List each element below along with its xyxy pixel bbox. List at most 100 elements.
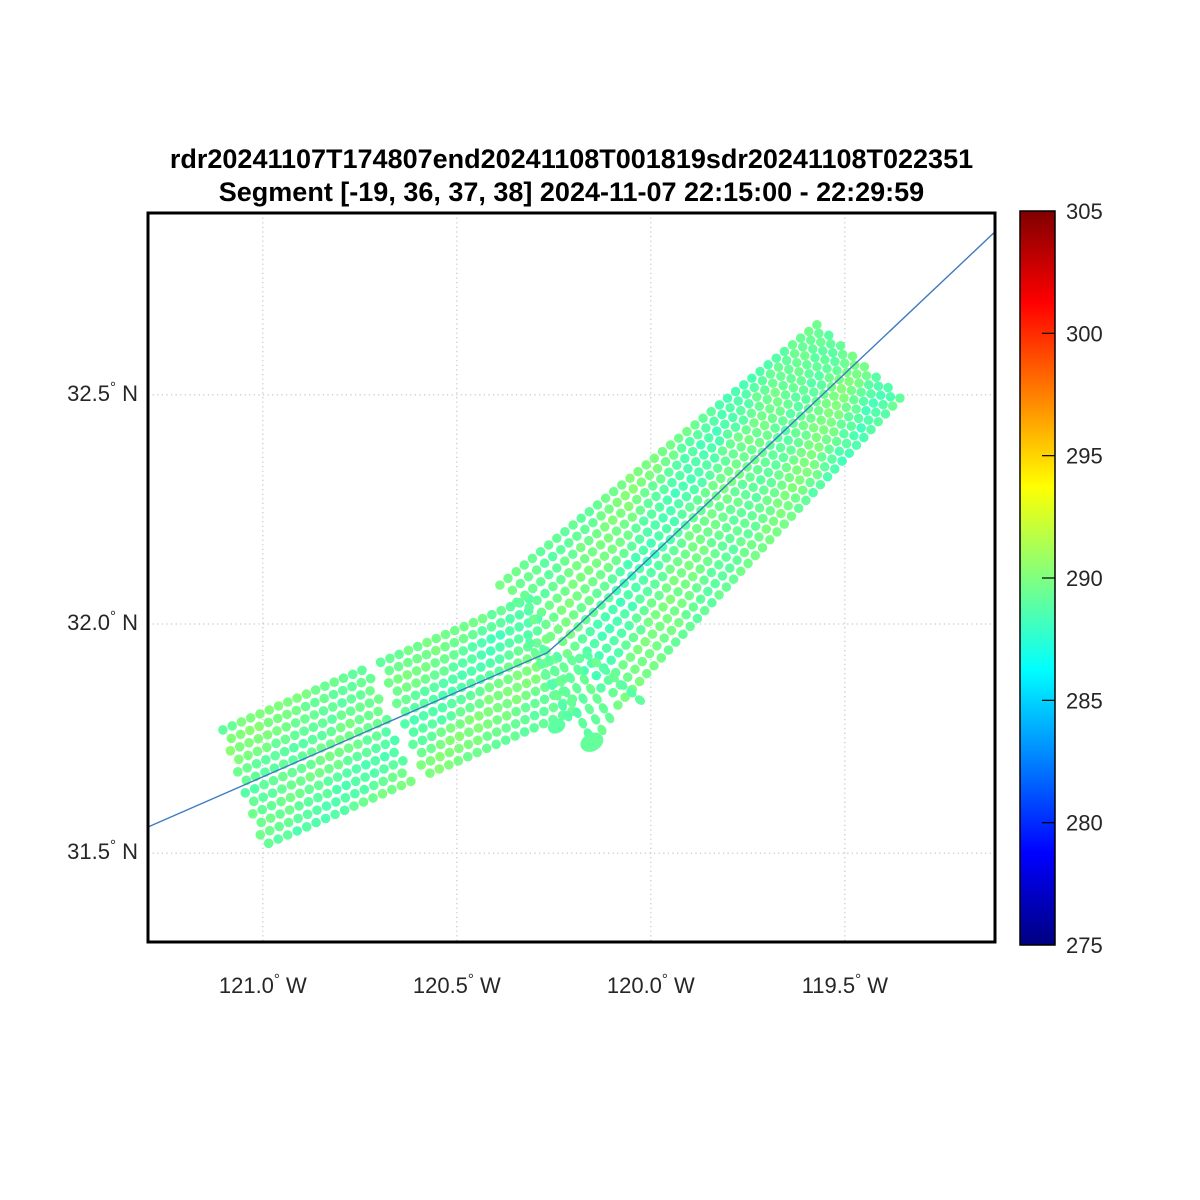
scatter-dot [683, 463, 693, 474]
scatter-dot [520, 702, 531, 713]
scatter-dot [702, 556, 713, 567]
scatter-dot [661, 523, 672, 534]
scatter-dot [420, 674, 431, 684]
scatter-dot [330, 809, 340, 820]
scatter-dot [512, 597, 522, 607]
scatter-dot [661, 583, 672, 593]
scatter-dot [362, 735, 373, 745]
scatter-dot [792, 465, 802, 475]
scatter-dot [772, 397, 783, 407]
scatter-dot [796, 376, 807, 386]
scatter-dot [730, 422, 741, 432]
scatter-dot [495, 630, 506, 640]
scatter-dot [694, 467, 704, 477]
scatter-dot [580, 524, 590, 535]
scatter-dot [822, 472, 833, 482]
scatter-dot [690, 420, 700, 430]
scatter-dot [642, 556, 652, 567]
scatter-dot [791, 392, 801, 402]
scatter-dot [785, 408, 796, 419]
scatter-dot [402, 670, 413, 680]
scatter-dot [650, 579, 660, 589]
scatter-dot [801, 430, 811, 440]
scatter-dot [511, 566, 521, 577]
scatter-dot [369, 780, 379, 791]
scatter-dot [549, 612, 559, 623]
scatter-dot [588, 517, 598, 528]
scatter-dot [429, 682, 440, 693]
scatter-dot [793, 503, 804, 514]
scatter-dot [819, 425, 829, 435]
scatter-dot [254, 721, 264, 732]
scatter-dot [357, 665, 367, 676]
scatter-dot [355, 702, 365, 712]
scatter-dot [746, 539, 757, 550]
scatter-dot [669, 516, 680, 527]
scatter-dot [544, 600, 555, 611]
scatter-dot [646, 538, 656, 548]
scatter-dot [737, 479, 748, 490]
scatter-dot [350, 776, 361, 787]
scatter-dot [692, 495, 703, 505]
scatter-dot [635, 505, 646, 516]
y-tick-label: 32.5° N [67, 379, 138, 406]
scatter-dot [685, 621, 695, 632]
scatter-dot [644, 470, 655, 481]
scatter-dot [717, 409, 727, 420]
scatter-dot [678, 629, 688, 640]
scatter-dot [487, 609, 497, 620]
scatter-dot [584, 595, 594, 606]
scatter-dot [510, 731, 520, 741]
scatter-dot [722, 429, 733, 439]
scatter-dot [597, 631, 607, 641]
scatter-dot [658, 602, 668, 612]
scatter-dot [249, 796, 259, 807]
scatter-dot [673, 587, 683, 597]
scatter-dot [588, 577, 598, 587]
scatter-dot [384, 665, 395, 676]
scatter-dot [282, 709, 292, 720]
scatter-dot [328, 702, 338, 712]
scatter-dot [387, 784, 397, 795]
scatter-dot [513, 646, 524, 656]
scatter-dot [600, 612, 611, 622]
scatter-dot [310, 685, 321, 695]
scatter-dot [608, 515, 618, 525]
scatter-dot [474, 698, 485, 709]
scatter-dot [678, 481, 688, 491]
scatter-dot [234, 754, 244, 765]
scatter-dot [696, 440, 706, 450]
scatter-dot [528, 583, 538, 594]
scatter-dot [836, 419, 847, 430]
scatter-dot [495, 580, 505, 590]
scatter-dot [322, 788, 333, 799]
scatter-dot [361, 747, 372, 758]
scatter-dot [834, 410, 844, 420]
scatter-dot [640, 487, 650, 498]
scatter-dot [505, 614, 515, 624]
scatter-dot [467, 642, 478, 652]
scatter-dot [529, 710, 540, 721]
scatter-dot [677, 509, 687, 520]
scatter-dot [282, 830, 293, 840]
scatter-dot [665, 564, 675, 574]
scatter-dot [598, 703, 609, 714]
scatter-dot [756, 475, 766, 485]
scatter-dot [814, 328, 824, 339]
scatter-dot [444, 760, 454, 770]
scatter-dot [797, 342, 808, 352]
scatter-dot [295, 788, 305, 799]
scatter-dot [500, 735, 511, 745]
scatter-dot [557, 700, 567, 711]
scatter-dot [692, 613, 703, 624]
scatter-dot [425, 756, 436, 766]
scatter-dot [365, 673, 376, 684]
scatter-dot [356, 677, 367, 688]
scatter-dot [811, 432, 822, 443]
scatter-dot [543, 540, 554, 550]
scatter-dot [611, 526, 622, 536]
scatter-dot [686, 474, 696, 484]
scatter-dot [355, 690, 366, 700]
scatter-dot [485, 658, 496, 668]
scatter-dot [283, 697, 293, 707]
